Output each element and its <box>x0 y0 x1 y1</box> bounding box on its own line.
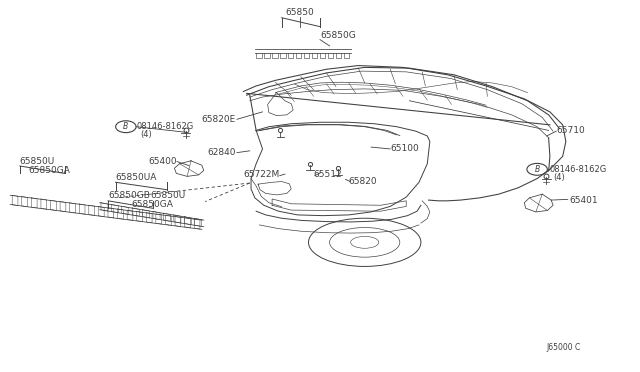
Text: 65850GA: 65850GA <box>28 166 70 175</box>
Text: (4): (4) <box>140 130 152 140</box>
Text: 65850: 65850 <box>285 9 314 17</box>
Text: J65000 C: J65000 C <box>547 343 581 352</box>
Text: 65850U: 65850U <box>20 157 55 166</box>
Text: 65401: 65401 <box>569 196 598 205</box>
Text: 65100: 65100 <box>390 144 419 153</box>
Text: 62840: 62840 <box>207 148 236 157</box>
Text: 65850UA: 65850UA <box>116 173 157 182</box>
Text: B: B <box>124 122 129 131</box>
Text: 65820: 65820 <box>349 177 378 186</box>
Text: 08146-8162G: 08146-8162G <box>550 165 607 174</box>
Text: 65400: 65400 <box>148 157 177 166</box>
Text: 65710: 65710 <box>556 126 585 135</box>
Text: 65850U: 65850U <box>151 191 186 200</box>
Text: 65850GB: 65850GB <box>108 191 150 200</box>
Text: 65722M: 65722M <box>243 170 279 179</box>
Text: 65512: 65512 <box>314 170 342 179</box>
Text: B: B <box>534 165 540 174</box>
Text: 65820E: 65820E <box>202 115 236 124</box>
Text: (4): (4) <box>553 173 565 182</box>
Text: 08146-8162G: 08146-8162G <box>136 122 193 131</box>
Text: 65850GA: 65850GA <box>132 200 173 209</box>
Text: 65850G: 65850G <box>320 31 356 39</box>
